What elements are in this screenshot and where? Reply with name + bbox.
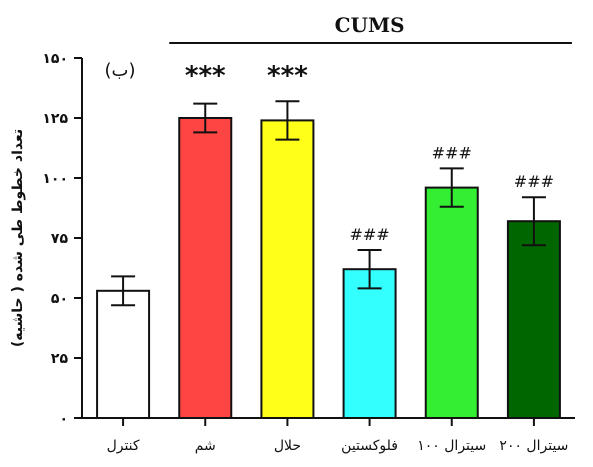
bar (342, 268, 397, 420)
significance-label: ### (349, 225, 389, 244)
y-axis: ۰ ۲۵ ۵۰ ۷۵ ۱۰۰ ۱۲۵ ۱۵۰ (42, 51, 83, 427)
y-tick-label: ۱۰۰ (42, 171, 68, 187)
y-tick-label: ۰ (59, 411, 68, 427)
error-bar (275, 100, 300, 141)
significance-label: *** (185, 61, 226, 91)
bar (178, 117, 233, 419)
panel-label: (ب) (105, 60, 136, 81)
x-tick-label: سیترال ۱۰۰ (417, 438, 486, 454)
significance-label: ### (514, 172, 554, 191)
bar (424, 186, 479, 419)
significance-label: ### (432, 143, 472, 162)
y-tick-label: ۱۲۵ (42, 111, 68, 127)
bar (506, 220, 561, 419)
x-tick-label: فلوکستین (341, 438, 398, 454)
error-bar (111, 275, 136, 307)
error-bar (357, 249, 382, 290)
error-bar (439, 167, 464, 208)
y-tick-label: ۲۵ (51, 351, 69, 367)
error-bar (193, 102, 218, 134)
y-axis-title: تعداد خطوط طی شده ( حاشیه) (10, 129, 26, 347)
x-tick-label: کنترل (107, 438, 140, 454)
x-tick-label: سیترال ۲۰۰ (499, 438, 568, 454)
bar (260, 119, 315, 420)
group-label: CUMS (335, 13, 405, 37)
bar (96, 289, 151, 419)
y-tick-label: ۱۵۰ (42, 51, 68, 67)
significance-label: *** (267, 61, 308, 91)
y-tick-label: ۵۰ (51, 291, 68, 307)
x-tick-label: شم (195, 438, 216, 454)
x-tick-label: حلال (274, 438, 301, 454)
y-tick-label: ۷۵ (51, 231, 69, 247)
error-bar (521, 196, 546, 247)
